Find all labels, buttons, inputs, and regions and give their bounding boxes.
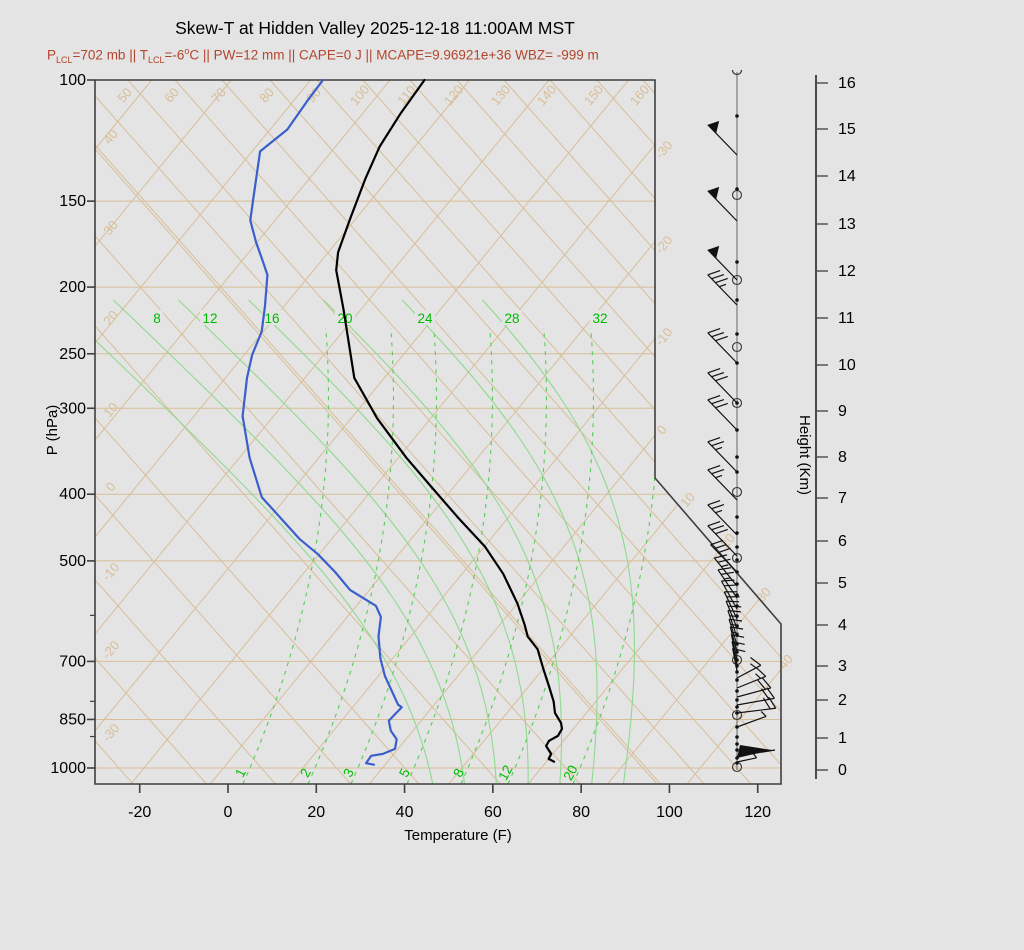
- isotherm-labels: 50 60 70 80 90 100 110 120 130 140 150 160403020100…: [99, 82, 796, 745]
- level-dot: [735, 187, 739, 191]
- svg-text:700: 700: [59, 653, 86, 670]
- svg-text:100: 100: [656, 804, 683, 821]
- level-dot: [735, 678, 739, 682]
- level-dot: [735, 114, 739, 118]
- level-dot: [735, 455, 739, 459]
- svg-text:80: 80: [256, 85, 277, 106]
- level-dot: [735, 558, 739, 562]
- svg-text:0: 0: [654, 422, 670, 437]
- svg-text:12: 12: [202, 311, 217, 326]
- level-dot: [735, 748, 739, 752]
- staff-top-marker: [731, 69, 743, 76]
- temperature-axis-label: Temperature (F): [404, 827, 512, 844]
- chart-title: Skew-T at Hidden Valley 2025-12-18 11:00…: [175, 18, 575, 38]
- dewpoint-curve: [241, 78, 403, 766]
- svg-text:400: 400: [59, 486, 86, 503]
- svg-text:-30: -30: [99, 721, 123, 745]
- svg-text:16: 16: [838, 75, 856, 92]
- svg-text:32: 32: [592, 311, 607, 326]
- svg-text:10: 10: [100, 399, 121, 420]
- svg-text:24: 24: [417, 311, 433, 326]
- level-dot: [735, 332, 739, 336]
- temperature-axis: -20 0 20 40 60 80 100 120 Temperature (F): [128, 784, 771, 844]
- level-dot: [735, 515, 739, 519]
- surface-pennant: [737, 745, 772, 758]
- svg-text:50: 50: [114, 85, 135, 106]
- height-axis-label: Height (Km): [796, 415, 813, 495]
- level-dot: [735, 545, 739, 549]
- svg-text:0: 0: [838, 762, 847, 779]
- svg-text:70: 70: [208, 85, 229, 106]
- svg-text:300: 300: [59, 400, 86, 417]
- svg-text:-20: -20: [99, 638, 123, 662]
- level-dot: [735, 735, 739, 739]
- level-dot: [735, 689, 739, 693]
- svg-text:9: 9: [838, 403, 847, 420]
- svg-text:20: 20: [307, 804, 325, 821]
- svg-text:20: 20: [100, 307, 121, 328]
- pressure-axis-label: P (hPa): [44, 405, 61, 456]
- svg-text:11: 11: [838, 310, 855, 327]
- level-dot: [735, 742, 739, 746]
- svg-text:100: 100: [59, 72, 86, 89]
- svg-text:150: 150: [59, 193, 86, 210]
- level-dot: [735, 260, 739, 264]
- svg-text:1: 1: [838, 730, 847, 747]
- svg-text:850: 850: [59, 711, 86, 728]
- svg-text:2: 2: [838, 692, 847, 709]
- svg-text:16: 16: [264, 311, 279, 326]
- svg-text:15: 15: [838, 121, 856, 138]
- level-dot: [735, 705, 739, 709]
- skewt-background: [95, 80, 781, 784]
- plot-frame: [94, 79, 782, 785]
- level-circle: [731, 486, 743, 498]
- svg-text:28: 28: [504, 311, 519, 326]
- chart-subtitle: PLCL=702 mb || TLCL=-6oC || PW=12 mm || …: [47, 46, 599, 66]
- wind-barbs: [707, 69, 777, 773]
- svg-text:-20: -20: [128, 804, 151, 821]
- svg-text:20: 20: [560, 763, 580, 783]
- level-dot: [735, 698, 739, 702]
- svg-text:200: 200: [59, 279, 86, 296]
- level-circle: [731, 341, 743, 353]
- svg-text:1000: 1000: [50, 760, 86, 777]
- temperature-curve: [335, 78, 564, 763]
- svg-text:60: 60: [484, 804, 502, 821]
- level-dot: [735, 670, 739, 674]
- svg-text:500: 500: [59, 553, 86, 570]
- svg-text:30: 30: [100, 217, 121, 238]
- svg-text:13: 13: [838, 216, 856, 233]
- svg-text:0: 0: [103, 479, 119, 494]
- svg-text:8: 8: [838, 449, 847, 466]
- svg-text:-10: -10: [99, 560, 123, 584]
- svg-text:120: 120: [744, 804, 771, 821]
- level-circle: [731, 709, 743, 721]
- svg-text:40: 40: [396, 804, 414, 821]
- level-circle: [731, 397, 743, 409]
- pressure-axis: 100 150 200 250 300 400 500 700 850 1000 P (hPa): [44, 72, 95, 777]
- svg-text:7: 7: [838, 490, 847, 507]
- svg-text:8: 8: [153, 311, 161, 326]
- svg-text:12: 12: [495, 763, 515, 783]
- svg-text:0: 0: [224, 804, 233, 821]
- svg-text:40: 40: [100, 126, 121, 147]
- level-dot: [735, 298, 739, 302]
- svg-text:14: 14: [838, 168, 856, 185]
- svg-text:60: 60: [161, 85, 182, 106]
- svg-text:3: 3: [838, 658, 847, 675]
- svg-text:5: 5: [838, 575, 847, 592]
- level-circle: [731, 274, 743, 286]
- svg-text:10: 10: [838, 357, 856, 374]
- svg-text:6: 6: [838, 533, 847, 550]
- svg-text:12: 12: [838, 263, 856, 280]
- svg-text:4: 4: [838, 617, 847, 634]
- svg-text:80: 80: [572, 804, 590, 821]
- svg-text:250: 250: [59, 346, 86, 363]
- level-circle: [731, 552, 743, 564]
